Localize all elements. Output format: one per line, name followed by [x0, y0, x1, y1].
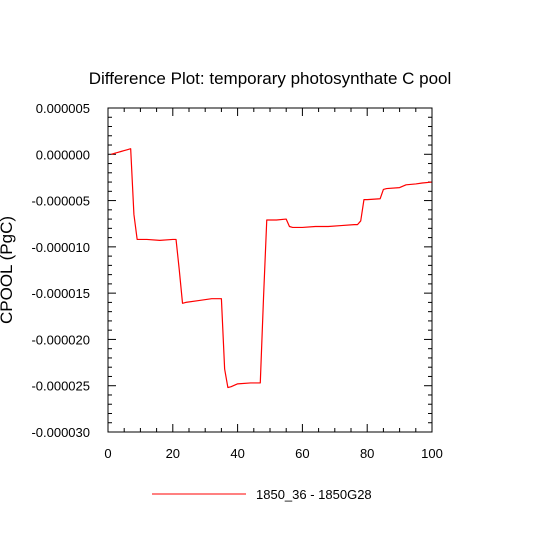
legend: 1850_36 - 1850G28 — [152, 487, 372, 502]
x-tick-label: 80 — [360, 446, 374, 461]
x-tick-label: 100 — [421, 446, 443, 461]
x-tick-label: 0 — [104, 446, 111, 461]
y-tick-label: 0.000005 — [36, 101, 90, 116]
y-tick-label: -0.000020 — [31, 332, 90, 347]
y-tick-label: -0.000005 — [31, 194, 90, 209]
ticks-layer: 0 20 40 60 80 100 0.000005 0.000000 -0.000005 -0.… — [31, 101, 442, 461]
series-line — [111, 148, 433, 389]
series-layer — [111, 148, 433, 389]
y-tick-label: 0.000000 — [36, 147, 90, 162]
y-axis-label: CPOOL (PgC) — [0, 216, 16, 324]
y-tick-label: -0.000030 — [31, 425, 90, 440]
x-tick-label: 20 — [166, 446, 180, 461]
legend-label: 1850_36 - 1850G28 — [256, 487, 372, 502]
y-tick-label: -0.000010 — [31, 240, 90, 255]
y-tick-label: -0.000025 — [31, 379, 90, 394]
y-tick-label: -0.000015 — [31, 286, 90, 301]
x-tick-label: 40 — [230, 446, 244, 461]
x-tick-label: 60 — [295, 446, 309, 461]
chart-title: Difference Plot: temporary photosynthate… — [89, 69, 452, 88]
plot-frame — [107, 107, 433, 433]
